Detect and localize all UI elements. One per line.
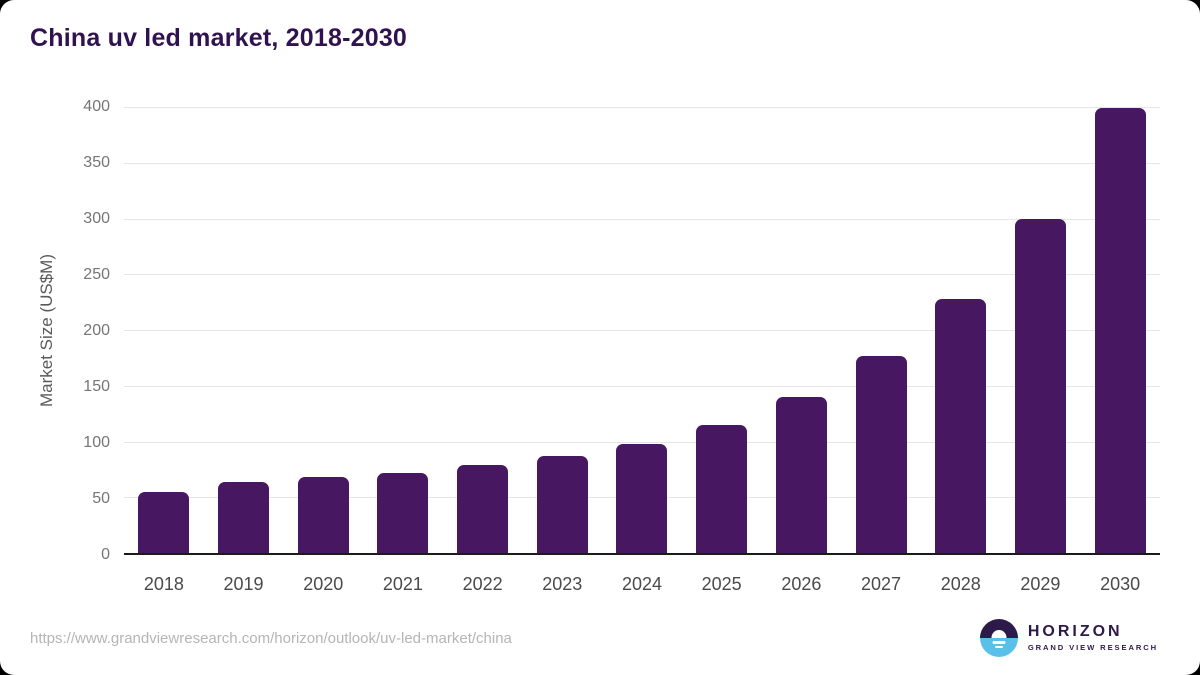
source-url[interactable]: https://www.grandviewresearch.com/horizo… <box>30 629 512 647</box>
bar-2027 <box>855 355 907 553</box>
bar-2018 <box>138 491 190 553</box>
bar-band <box>841 107 921 553</box>
y-tick-label: 200 <box>83 322 110 339</box>
gridline <box>124 330 1160 331</box>
y-axis-title: Market Size (US$M) <box>37 254 56 408</box>
bar-2023 <box>536 456 588 553</box>
bar-band <box>522 107 602 553</box>
bar-band <box>283 107 363 553</box>
bar-band <box>124 107 204 553</box>
bar-band <box>762 107 842 553</box>
bar-2025 <box>696 424 748 553</box>
sun-dome-shape <box>991 630 1007 638</box>
bar-2019 <box>218 481 270 553</box>
gridline <box>124 385 1160 387</box>
bar-2026 <box>775 396 827 553</box>
plot-area <box>124 107 1160 555</box>
bar-2020 <box>297 477 349 553</box>
y-tick-label: 150 <box>83 378 110 395</box>
bar-2029 <box>1014 218 1066 553</box>
bar-band <box>921 107 1001 553</box>
gridline <box>124 218 1160 220</box>
x-tick-label: 2022 <box>462 574 503 594</box>
y-tick-label: 300 <box>83 210 110 227</box>
footer: https://www.grandviewresearch.com/horizo… <box>30 619 1158 657</box>
gridline <box>124 441 1160 443</box>
x-tick-label: 2020 <box>303 574 344 594</box>
horizon-logo-icon <box>979 619 1018 657</box>
bar-band <box>682 107 762 553</box>
x-tick-label: 2027 <box>861 574 902 594</box>
bar-band <box>1001 107 1081 553</box>
bar-2024 <box>616 443 668 553</box>
x-tick-label: 2030 <box>1100 574 1141 594</box>
gridline <box>124 274 1160 276</box>
horizon-logo: HORIZON GRAND VIEW RESEARCH <box>979 619 1158 657</box>
x-tick-label: 2018 <box>143 574 184 594</box>
x-tick-label: 2026 <box>781 574 822 594</box>
y-tick-label: 0 <box>101 546 110 563</box>
y-tick-label: 400 <box>83 98 110 115</box>
y-tick-label: 50 <box>92 490 110 507</box>
bar-band <box>443 107 523 553</box>
bar-chart: Market Size (US$M) 400 350 300 250 200 150 100… <box>30 98 1160 595</box>
bar-band <box>204 107 284 553</box>
x-tick-label: 2021 <box>382 574 423 594</box>
bars-row <box>124 107 1160 553</box>
y-tick-label: 250 <box>83 266 110 283</box>
x-tick-label: 2019 <box>223 574 264 594</box>
logo-subtitle: GRAND VIEW RESEARCH <box>1027 642 1158 652</box>
x-tick-label: 2025 <box>701 574 742 594</box>
bar-2028 <box>935 298 987 553</box>
chart-title: China uv led market, 2018-2030 <box>30 24 408 52</box>
gridline <box>124 162 1160 164</box>
y-axis-labels: 400 350 300 250 200 150 100 50 0 <box>64 98 124 563</box>
logo-name: HORIZON <box>1027 623 1123 641</box>
y-tick-label: 100 <box>83 434 110 451</box>
bar-band <box>602 107 682 553</box>
y-tick-label: 350 <box>83 154 110 171</box>
x-tick-label: 2029 <box>1020 574 1061 594</box>
x-axis-labels: 2018 2019 2020 2021 2022 2023 2024 2025 2026 2027… <box>124 555 1160 595</box>
x-tick-label: 2024 <box>621 574 662 594</box>
x-tick-label: 2023 <box>542 574 583 594</box>
bar-2022 <box>457 464 509 553</box>
bar-2030 <box>1094 108 1146 553</box>
bar-band <box>363 107 443 553</box>
bar-band <box>1080 107 1160 553</box>
x-tick-label: 2028 <box>940 574 981 594</box>
gridline <box>124 107 1160 108</box>
reflection-line <box>992 641 1006 644</box>
bar-2021 <box>377 472 429 553</box>
reflection-line <box>994 646 1003 649</box>
